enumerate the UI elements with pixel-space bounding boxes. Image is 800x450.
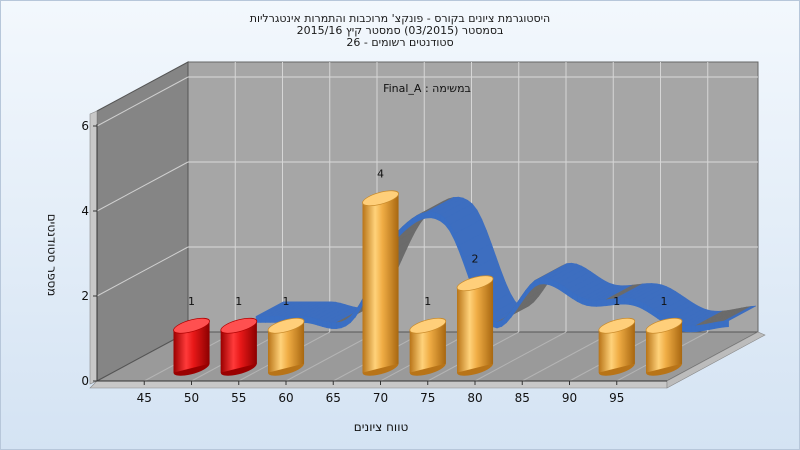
bar-value-label: 1	[613, 295, 620, 308]
floor-edge-front	[89, 380, 668, 389]
bar-top	[456, 275, 494, 292]
bar	[645, 317, 683, 376]
curve-ribbon-front-segment	[317, 318, 323, 327]
bar	[220, 317, 258, 376]
x-tick-label: 65	[326, 391, 341, 405]
chart-title-line-2: בסמסטר (03/2015) סמסטר קיץ 2015/16	[296, 24, 504, 37]
gridline-v-floor	[474, 331, 567, 382]
curve-ribbon-front-segment	[331, 322, 337, 330]
chart-title-line-3: סטודנטים רשומים - 26	[346, 36, 454, 49]
x-tick-label: 70	[373, 391, 388, 405]
gridline-v-floor	[522, 331, 614, 382]
gridline-h-side	[96, 76, 189, 127]
bar-body-cover	[173, 321, 210, 373]
bar-top	[173, 317, 210, 334]
bar-value-label: 1	[283, 295, 290, 308]
bar-top	[267, 317, 305, 334]
bar-value-label: 4	[377, 167, 384, 180]
curve-ribbon-front-segment	[425, 211, 432, 219]
curve-ribbon-front-segment	[718, 320, 725, 329]
bar	[362, 190, 399, 376]
y-axis-title: מספר סטודנטים	[45, 214, 59, 297]
bar-value-label: 1	[424, 295, 431, 308]
x-tick-label: 55	[231, 391, 246, 405]
curve-ribbon-front-segment	[312, 317, 318, 326]
curve-ribbon-front-segment	[619, 297, 625, 305]
side-wall-edge	[89, 110, 98, 385]
y-tick-label: 2	[81, 289, 89, 303]
bar-body-cover	[268, 321, 305, 373]
gridline-h-side	[96, 246, 189, 297]
bar-body-cover	[409, 321, 446, 373]
curve-ribbon-front-segment	[690, 325, 696, 333]
curve-ribbon-front-segment	[714, 321, 720, 329]
x-axis-title: טווח ציונים	[354, 420, 409, 434]
y-tick-label: 0	[81, 374, 89, 388]
curve-ribbon-front-segment	[274, 316, 281, 323]
gridline-v-floor	[285, 331, 378, 382]
bar	[409, 317, 447, 376]
bar-body-cover	[362, 193, 399, 373]
bar-value-label: 1	[661, 295, 668, 308]
y-tick-label: 6	[81, 119, 89, 133]
curve-ribbon-front-segment	[591, 299, 597, 307]
bar-top	[409, 317, 447, 334]
curve-ribbon-front-segment	[260, 316, 266, 323]
chart-subtitle: במשימה : Final_A	[383, 82, 471, 95]
curve-ribbon-front-segment	[704, 323, 710, 331]
bar-top	[220, 317, 258, 334]
curve-ribbon-front-segment	[709, 322, 715, 330]
chart-title-line-1: היסטוגרמת ציונים בקורס - פונקצ' מרוכבות …	[249, 12, 551, 25]
curve-ribbon-front-segment	[685, 325, 692, 333]
x-tick-label: 75	[420, 391, 435, 405]
x-tick-label: 50	[184, 391, 199, 405]
curve-ribbon-front-segment	[600, 299, 607, 307]
curve-ribbon-front-segment	[605, 298, 611, 307]
bar-body-cover	[457, 278, 494, 373]
bar-body-cover	[646, 321, 683, 373]
curve-ribbon-front-segment	[336, 321, 342, 330]
bar	[456, 275, 494, 376]
bar	[598, 317, 636, 376]
curve-ribbon-front-segment	[265, 316, 271, 323]
bar-value-label: 2	[472, 252, 479, 265]
curve-ribbon-front-segment	[695, 324, 701, 333]
bar-top	[598, 317, 636, 334]
x-tick-label: 95	[609, 391, 624, 405]
x-tick-label: 60	[278, 391, 293, 405]
y-tick-label: 4	[81, 204, 89, 218]
curve-ribbon-front-segment	[430, 211, 436, 220]
bar	[173, 317, 210, 376]
curve-ribbon-front-segment	[496, 320, 503, 329]
floor-edge-right	[666, 331, 766, 389]
x-tick-label: 80	[467, 391, 482, 405]
bar	[267, 317, 305, 376]
curve-ribbon-front-segment	[581, 297, 588, 306]
curve-ribbon-front-segment	[624, 297, 630, 305]
curve-ribbon-front-segment	[539, 277, 545, 285]
x-tick-label: 90	[562, 391, 577, 405]
gridline-h-side	[96, 161, 189, 212]
bar-value-label: 1	[235, 295, 242, 308]
curve-ribbon-front-segment	[629, 298, 635, 306]
curve-ribbon-front-segment	[543, 277, 550, 286]
x-tick-label: 85	[515, 391, 530, 405]
curve-ribbon-front-segment	[269, 316, 276, 323]
bar-top	[362, 190, 399, 207]
bar-body-cover	[220, 321, 257, 373]
curve-ribbon-front-segment	[595, 299, 602, 307]
bar-value-label: 1	[188, 295, 195, 308]
bar-body-cover	[598, 321, 635, 373]
curve-ribbon-front-segment	[421, 211, 427, 220]
bar-top	[645, 317, 683, 334]
x-tick-label: 45	[137, 391, 152, 405]
curve-ribbon-front-segment	[723, 320, 729, 328]
curve-ribbon-front-segment	[633, 299, 640, 308]
curve-ribbon-front-segment	[321, 320, 328, 329]
curve-ribbon-front-segment	[699, 324, 706, 332]
